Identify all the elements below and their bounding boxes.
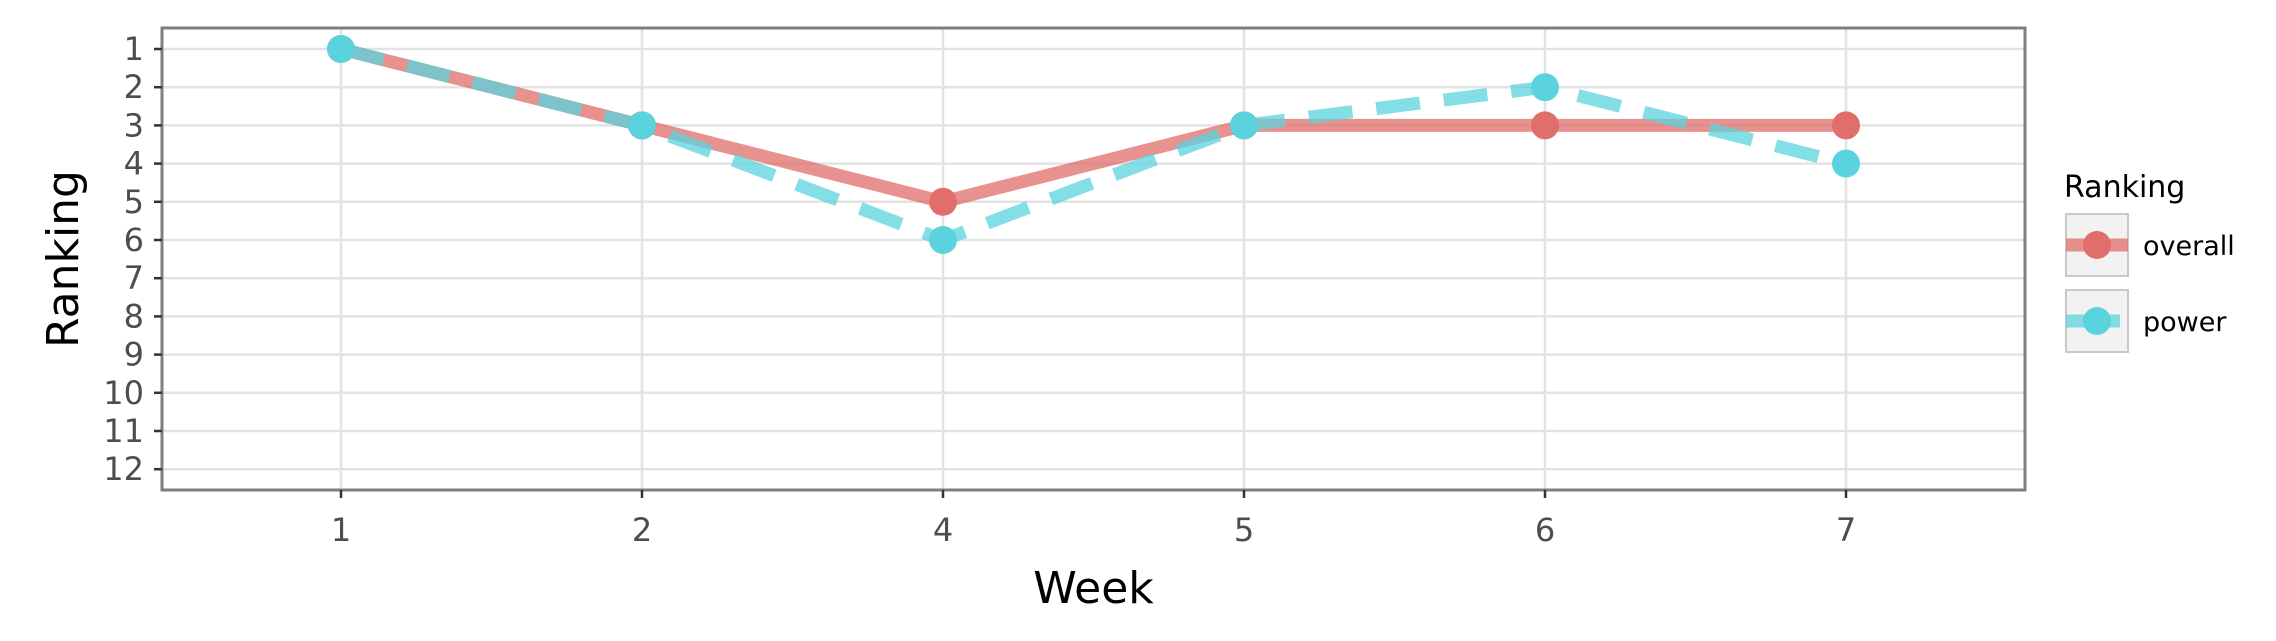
y-tick-label: 4 bbox=[124, 145, 144, 183]
plot-border bbox=[160, 26, 2027, 492]
data-point-power bbox=[1531, 73, 1559, 102]
x-tick-label: 7 bbox=[1836, 511, 1856, 549]
data-point-power bbox=[929, 226, 957, 254]
gridlines bbox=[162, 28, 2025, 490]
series-line-overall bbox=[339, 42, 1846, 209]
x-axis-ticks: 1 2 4 5 6 7 bbox=[331, 490, 1856, 549]
legend: Ranking overall power bbox=[2064, 170, 2235, 353]
x-tick-label: 5 bbox=[1234, 511, 1254, 549]
x-axis-title: Week bbox=[1033, 563, 1154, 614]
data-point-power bbox=[1832, 149, 1860, 178]
legend-label-power: power bbox=[2143, 307, 2227, 338]
data-point-overall bbox=[929, 187, 957, 216]
legend-label-overall: overall bbox=[2143, 231, 2235, 262]
x-tick-label: 1 bbox=[331, 511, 351, 549]
x-tick-label: 6 bbox=[1535, 511, 1555, 549]
y-tick-label: 9 bbox=[124, 336, 144, 374]
legend-point-power bbox=[2083, 307, 2111, 335]
data-point-overall bbox=[1531, 111, 1559, 140]
plot-panel bbox=[162, 28, 2025, 490]
y-tick-label: 8 bbox=[124, 297, 144, 335]
series-points bbox=[327, 35, 1860, 254]
legend-point-overall bbox=[2083, 231, 2111, 259]
y-tick-label: 6 bbox=[124, 221, 144, 259]
y-tick-label: 5 bbox=[124, 183, 144, 221]
x-tick-label: 4 bbox=[933, 511, 953, 549]
y-tick-label: 11 bbox=[103, 412, 144, 450]
data-point-power bbox=[628, 111, 656, 140]
legend-title: Ranking bbox=[2064, 170, 2185, 205]
x-tick-label: 2 bbox=[632, 511, 652, 549]
y-tick-label: 2 bbox=[124, 68, 144, 106]
y-tick-label: 10 bbox=[103, 374, 144, 412]
y-tick-label: 7 bbox=[124, 259, 144, 297]
y-axis-title: Ranking bbox=[38, 170, 89, 348]
data-point-power bbox=[327, 35, 355, 63]
data-point-power bbox=[1230, 111, 1258, 140]
series-lines bbox=[339, 42, 1848, 247]
y-tick-label: 3 bbox=[124, 106, 144, 144]
series-line-power bbox=[339, 42, 1848, 247]
y-tick-label: 1 bbox=[124, 30, 144, 68]
y-tick-label: 12 bbox=[103, 450, 144, 488]
data-point-overall bbox=[1832, 111, 1860, 140]
